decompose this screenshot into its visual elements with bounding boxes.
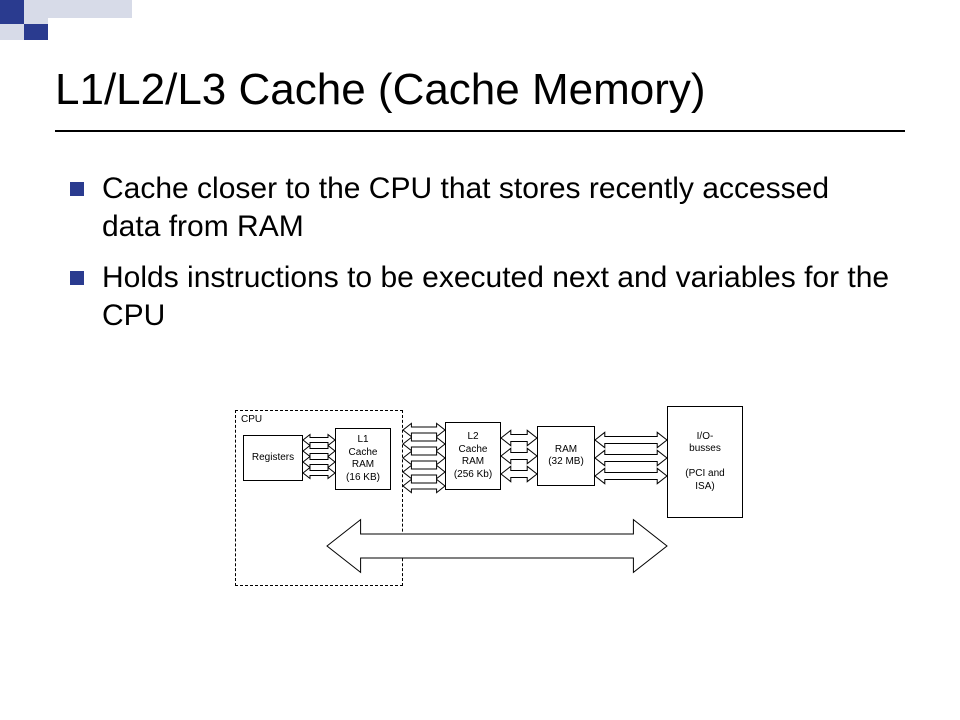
slide-title: L1/L2/L3 Cache (Cache Memory) <box>55 65 706 115</box>
bullet-list: Cache closer to the CPU that stores rece… <box>70 170 890 348</box>
bullet-icon <box>70 182 84 196</box>
cache-diagram: CPU Registers L1CacheRAM(16 KB) L2CacheR… <box>235 400 775 600</box>
corner-decoration <box>0 0 160 40</box>
title-underline <box>55 130 905 132</box>
bullet-text: Cache closer to the CPU that stores rece… <box>102 170 890 247</box>
bullet-item: Holds instructions to be executed next a… <box>70 259 890 336</box>
bullet-item: Cache closer to the CPU that stores rece… <box>70 170 890 247</box>
bullet-text: Holds instructions to be executed next a… <box>102 259 890 336</box>
diagram-arrows <box>235 400 775 600</box>
bullet-icon <box>70 271 84 285</box>
